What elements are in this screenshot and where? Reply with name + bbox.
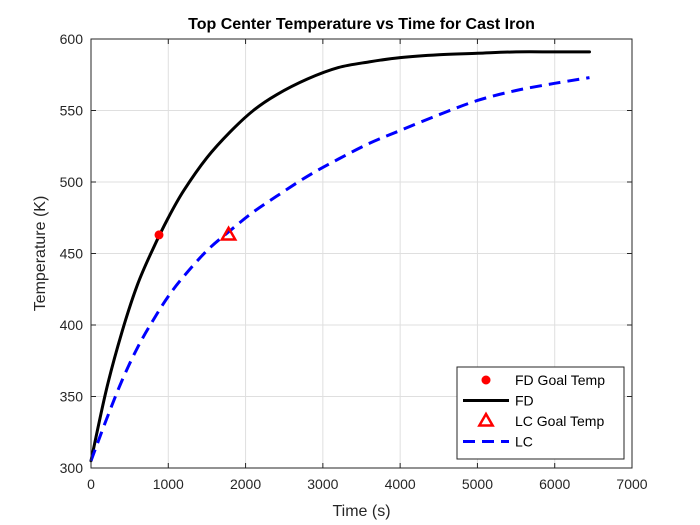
x-tick-label: 2000 xyxy=(230,476,261,492)
legend-label-fd-goal-temp: FD Goal Temp xyxy=(515,372,605,388)
x-tick-label: 0 xyxy=(87,476,95,492)
x-tick-label: 6000 xyxy=(539,476,570,492)
x-tick-label: 1000 xyxy=(153,476,184,492)
x-tick-label: 5000 xyxy=(462,476,493,492)
marker-lc-goal-temp xyxy=(219,225,238,241)
legend-label-lc-goal-temp: LC Goal Temp xyxy=(515,413,604,429)
y-axis-label: Temperature (K) xyxy=(32,196,49,312)
series-line-fd xyxy=(89,50,591,463)
y-tick-label: 500 xyxy=(60,174,84,190)
series-line-lc xyxy=(89,76,590,462)
legend-label-lc: LC xyxy=(515,434,533,450)
legend-swatch-lc-goal-temp xyxy=(477,411,495,427)
legend-label-fd: FD xyxy=(515,393,534,409)
legend-swatch-fd-goal-temp xyxy=(481,375,491,385)
x-tick-label: 7000 xyxy=(616,476,647,492)
x-tick-label: 4000 xyxy=(385,476,416,492)
legend: FD Goal Temp FD LC Goal Temp LC xyxy=(456,366,625,460)
y-tick-label: 350 xyxy=(60,389,84,405)
chart-title: Top Center Temperature vs Time for Cast … xyxy=(188,16,535,33)
y-tick-label: 400 xyxy=(60,317,84,333)
ticks: 0 1000 2000 3000 4000 5000 6000 7000 300 350 400 45… xyxy=(60,31,648,492)
y-tick-label: 550 xyxy=(60,103,84,119)
y-tick-label: 600 xyxy=(60,31,84,47)
x-axis-label: Time (s) xyxy=(332,503,390,520)
y-tick-label: 450 xyxy=(60,246,84,262)
series-layer xyxy=(89,50,591,463)
y-tick-label: 300 xyxy=(60,460,84,476)
x-tick-label: 3000 xyxy=(307,476,338,492)
marker-fd-goal-temp xyxy=(154,230,164,240)
